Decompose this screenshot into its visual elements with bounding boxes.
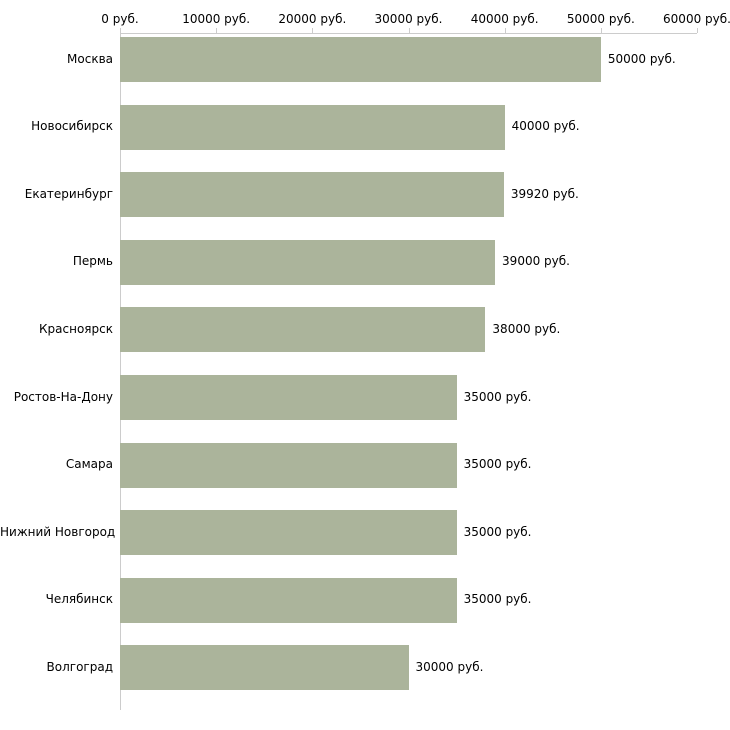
value-label: 39000 руб. xyxy=(502,254,570,269)
value-label: 35000 руб. xyxy=(463,592,532,607)
x-tick-mark xyxy=(504,28,506,33)
bar xyxy=(120,375,457,420)
value-label: 35000 руб. xyxy=(463,524,532,539)
bar xyxy=(120,577,457,623)
category-label: Нижний Новгород xyxy=(0,524,116,539)
bar xyxy=(120,239,496,285)
category-label: Челябинск xyxy=(45,592,113,607)
bar xyxy=(120,510,457,556)
bar xyxy=(120,307,486,353)
value-label: 30000 руб. xyxy=(415,659,484,674)
value-label: 35000 руб. xyxy=(463,389,532,404)
x-tick-label: 60000 руб. xyxy=(663,12,730,26)
value-label: 50000 руб. xyxy=(607,51,676,66)
value-label: 39920 руб. xyxy=(510,186,579,201)
y-axis-line xyxy=(120,33,121,710)
x-axis-line xyxy=(120,33,697,34)
bar xyxy=(120,104,505,150)
x-tick-mark xyxy=(312,28,314,33)
value-label: 38000 руб. xyxy=(492,321,561,336)
x-tick-label: 20000 руб. xyxy=(278,12,347,26)
x-tick-mark xyxy=(697,28,698,33)
category-label: Волгоград xyxy=(46,659,113,674)
bar xyxy=(120,172,504,218)
x-tick-mark xyxy=(120,28,121,33)
category-label: Новосибирск xyxy=(31,119,113,134)
bar xyxy=(120,442,457,488)
x-tick-label: 40000 руб. xyxy=(470,12,539,26)
category-label: Пермь xyxy=(72,254,113,269)
category-label: Москва xyxy=(67,51,113,66)
x-tick-mark xyxy=(600,28,602,33)
x-tick-mark xyxy=(408,28,410,33)
bar xyxy=(120,37,601,82)
bar xyxy=(120,645,409,691)
category-label: Ростов-На-Дону xyxy=(13,389,113,404)
category-label: Екатеринбург xyxy=(24,186,113,201)
category-label: Красноярск xyxy=(39,321,113,336)
x-tick-label: 0 руб. xyxy=(101,12,139,26)
value-label: 40000 руб. xyxy=(511,119,580,134)
value-label: 35000 руб. xyxy=(463,457,532,472)
category-label: Самара xyxy=(65,457,113,472)
x-tick-mark xyxy=(216,28,218,33)
x-tick-label: 30000 руб. xyxy=(374,12,443,26)
x-tick-label: 50000 руб. xyxy=(566,12,635,26)
x-tick-label: 10000 руб. xyxy=(182,12,251,26)
